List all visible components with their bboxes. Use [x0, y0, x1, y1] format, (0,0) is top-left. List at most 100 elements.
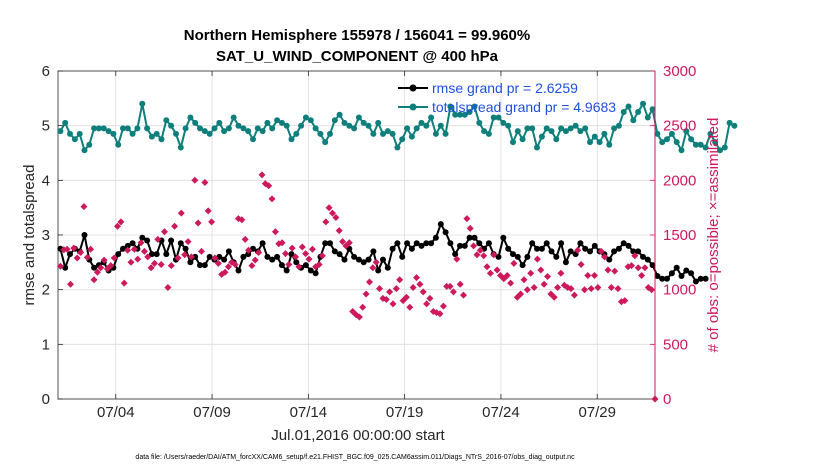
obs-marker — [184, 238, 192, 246]
obs-marker — [523, 286, 531, 294]
data-point — [341, 119, 348, 126]
data-point — [673, 139, 680, 146]
obs-marker — [540, 280, 548, 288]
obs-marker — [423, 300, 431, 308]
data-point — [380, 256, 386, 263]
data-point — [524, 253, 531, 260]
data-point — [567, 248, 574, 255]
obs-marker — [211, 254, 219, 262]
obs-marker — [325, 204, 333, 212]
data-point — [288, 251, 295, 258]
obs-marker — [285, 261, 293, 268]
obs-marker — [594, 284, 602, 291]
data-point — [485, 240, 492, 247]
data-point — [688, 270, 695, 277]
data-point — [529, 240, 536, 247]
data-point — [312, 270, 319, 277]
data-point — [452, 251, 459, 258]
data-point — [562, 259, 569, 266]
data-point — [558, 125, 565, 132]
obs-marker — [97, 264, 105, 272]
data-point — [654, 273, 661, 279]
data-point — [625, 242, 632, 249]
data-point — [553, 136, 560, 143]
data-point — [413, 125, 420, 132]
data-point — [538, 133, 545, 140]
data-point — [683, 267, 690, 274]
obs-marker — [329, 209, 336, 217]
data-point — [341, 256, 348, 263]
obs-marker — [413, 274, 420, 282]
obs-marker — [507, 279, 515, 287]
data-point — [206, 130, 213, 137]
obs-marker — [117, 218, 125, 226]
x-axis-label: Jul.01,2016 00:00:00 start — [271, 427, 445, 444]
data-point — [534, 245, 540, 252]
data-point — [250, 136, 256, 143]
obs-marker — [214, 259, 222, 267]
data-point — [100, 125, 107, 132]
obs-marker — [574, 246, 582, 254]
obs-marker — [295, 263, 303, 271]
data-point — [380, 130, 386, 137]
obs-marker — [439, 302, 447, 310]
data-point — [562, 128, 569, 135]
data-point — [707, 130, 714, 137]
x-tick-label: 07/09 — [193, 404, 231, 421]
series-totalspread — [57, 100, 738, 154]
obs-marker — [198, 247, 205, 255]
obs-marker — [355, 313, 363, 321]
data-point — [731, 122, 738, 129]
obs-marker — [93, 268, 101, 276]
obs-marker — [533, 255, 541, 263]
x-tick-label: 07/29 — [578, 404, 616, 421]
data-point — [351, 125, 358, 132]
data-point — [596, 139, 603, 146]
obs-marker — [278, 239, 286, 247]
data-point — [466, 234, 473, 241]
y-tick-label: 1 — [42, 336, 50, 353]
obs-marker — [318, 252, 326, 260]
data-point — [278, 119, 285, 126]
data-point — [293, 130, 300, 137]
obs-marker — [557, 269, 565, 277]
data-point — [466, 109, 473, 115]
data-point — [495, 253, 502, 260]
data-point — [67, 130, 73, 137]
legend-rmse-marker — [409, 84, 417, 92]
obs-marker — [154, 235, 162, 243]
data-point — [577, 240, 584, 247]
obs-marker — [406, 303, 414, 311]
data-point — [327, 240, 333, 247]
data-point — [587, 248, 593, 255]
data-point — [668, 270, 675, 277]
obs-marker — [114, 222, 121, 230]
data-point — [201, 128, 208, 135]
data-point — [615, 245, 622, 252]
y-axis-label: rmse and totalspread — [21, 165, 38, 306]
data-point — [129, 240, 136, 247]
obs-marker — [67, 280, 74, 288]
data-point — [57, 128, 64, 135]
data-point — [678, 273, 685, 279]
obs-marker — [282, 250, 289, 258]
data-point — [144, 125, 151, 132]
data-point — [375, 267, 382, 274]
data-point — [375, 119, 382, 126]
data-point — [351, 253, 358, 260]
obs-marker — [376, 285, 383, 293]
data-point — [485, 130, 492, 137]
data-point — [644, 114, 651, 121]
data-point — [428, 114, 435, 121]
obs-marker — [527, 269, 535, 277]
data-point — [534, 144, 540, 151]
data-point — [457, 111, 463, 118]
data-point — [664, 275, 670, 282]
data-point — [615, 122, 622, 129]
data-point — [389, 130, 396, 137]
obs-marker — [345, 239, 353, 247]
obs-marker — [567, 285, 575, 293]
obs-marker — [292, 253, 300, 261]
data-point — [245, 128, 252, 135]
data-point — [495, 114, 502, 121]
